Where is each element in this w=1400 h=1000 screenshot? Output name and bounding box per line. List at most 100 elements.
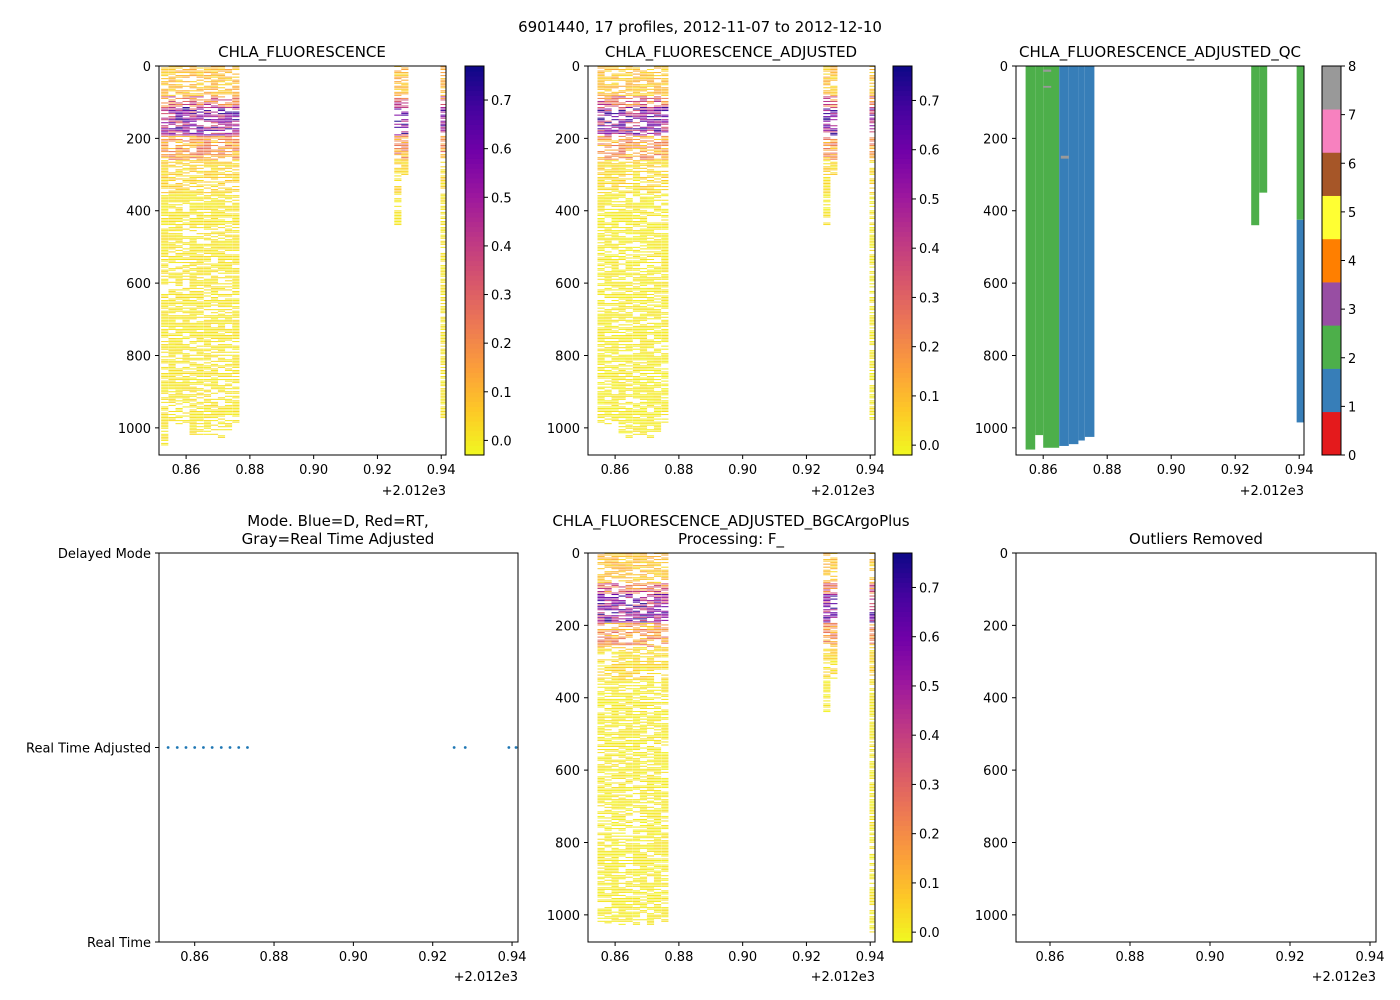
heatmap-cell [232,152,240,154]
heatmap-cell [210,228,219,230]
heatmap-cell [646,430,655,432]
heatmap-cell [653,143,662,145]
heatmap-cell [625,254,633,256]
heatmap-cell [611,357,619,359]
heatmap-cell [597,382,605,384]
heatmap-cell [661,260,669,262]
colorbar-gradient-step [465,250,484,257]
heatmap-cell [597,409,605,411]
heatmap-cell [604,255,612,257]
heatmap-cell [224,312,233,314]
heatmap-cell [639,401,648,403]
heatmap-cell [653,401,662,403]
heatmap-cell [639,325,648,327]
heatmap-cell [161,237,169,239]
heatmap-cell [232,166,240,168]
heatmap-cell [597,603,605,605]
heatmap-cell [597,867,605,869]
heatmap-cell [869,292,875,294]
heatmap-cell [597,577,605,579]
heatmap-cell [189,178,197,180]
heatmap-cell [661,91,669,93]
heatmap-cell [168,369,176,371]
heatmap-cell [653,97,662,99]
heatmap-cell [224,196,233,198]
heatmap-cell [210,385,219,387]
heatmap-cell [604,621,612,623]
heatmap-cell [217,172,226,174]
colorbar-gradient-step [893,226,912,232]
heatmap-cell [653,75,662,77]
heatmap-cell [639,167,648,169]
heatmap-cell [196,277,204,279]
heatmap-cell [646,73,655,75]
colorbar-gradient-step [465,231,484,237]
heatmap-cell [611,266,619,268]
panel-title-line2: Gray=Real Time Adjusted [242,530,435,548]
heatmap-cell [639,341,648,343]
heatmap-cell [618,277,626,279]
heatmap-cell [625,81,633,83]
heatmap-cell [604,143,612,145]
colorbar-gradient-step [465,153,484,159]
heatmap-cell [182,287,190,289]
heatmap-cell [611,385,619,387]
heatmap-cell [639,290,648,292]
heatmap-cell [604,380,612,382]
heatmap-cell [189,432,197,434]
heatmap-cell [869,196,875,198]
heatmap-cell [217,161,226,163]
heatmap-cell [830,105,838,107]
heatmap-cell [210,386,219,388]
heatmap-cell [203,161,212,163]
heatmap-cell [210,251,219,253]
heatmap-cell [210,360,219,362]
heatmap-cell [224,126,233,128]
heatmap-cell [611,140,619,142]
heatmap-cell [618,386,626,388]
heatmap-cell [661,233,669,235]
heatmap-cell [401,102,409,104]
heatmap-cell [161,204,169,206]
heatmap-cell [196,359,204,361]
heatmap-cell [217,196,226,198]
heatmap-cell [618,135,626,137]
heatmap-cell [224,336,233,338]
heatmap-cell [604,674,612,676]
heatmap-cell [639,366,648,368]
qc-bar [1043,69,1052,72]
heatmap-cell [869,407,875,409]
heatmap-cell [639,196,648,198]
heatmap-cell [661,301,669,303]
heatmap-cell [182,196,190,198]
heatmap-cell [646,369,655,371]
colorbar-gradient-step [893,95,912,101]
heatmap-cell [604,803,612,805]
heatmap-cell [168,138,176,140]
heatmap-cell [217,365,226,367]
colorbar-class-swatch [1322,109,1341,153]
heatmap-cell [823,207,831,209]
heatmap-cell [625,224,633,226]
heatmap-cell [182,376,190,378]
heatmap-cell [232,131,240,133]
heatmap-cell [224,128,233,130]
heatmap-cell [639,225,648,227]
heatmap-cell [869,160,875,162]
heatmap-cell [440,293,446,295]
heatmap-cell [618,123,626,125]
heatmap-cell [661,290,669,292]
heatmap-cell [653,120,662,122]
heatmap-cell [168,269,176,271]
heatmap-cell [639,353,648,355]
heatmap-cell [161,170,169,172]
heatmap-cell [597,176,605,178]
heatmap-cell [196,148,204,150]
heatmap-cell [625,289,633,291]
heatmap-cell [161,424,169,426]
heatmap-cell [646,205,655,207]
heatmap-cell [394,85,402,87]
heatmap-cell [161,418,169,420]
heatmap-cell [604,557,612,559]
colorbar-gradient-step [893,270,912,276]
